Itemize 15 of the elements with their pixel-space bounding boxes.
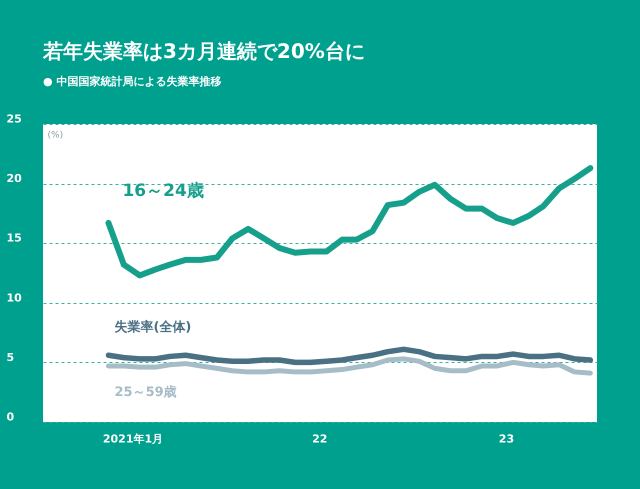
series-label: 16～24歳 [122,180,204,201]
series-label: 25～59歳 [114,384,177,400]
chart-subtitle: ● 中国国家統計局による失業率推移 [43,75,222,88]
chart-title: 若年失業率は3カ月連続で20%台に [42,39,365,63]
x-tick-label: 23 [498,432,514,446]
x-tick-label: 22 [312,432,328,446]
y-tick-label: 5 [6,350,14,364]
y-axis-title: (%) [48,130,64,140]
y-tick-label: 25 [6,112,22,126]
y-tick-label: 15 [6,232,22,245]
y-tick-label: 10 [6,291,22,304]
y-tick-label: 0 [6,410,14,424]
x-tick-label: 2021年1月 [102,432,164,446]
y-tick-label: 20 [6,172,22,186]
series-label: 失業率(全体) [114,319,192,336]
